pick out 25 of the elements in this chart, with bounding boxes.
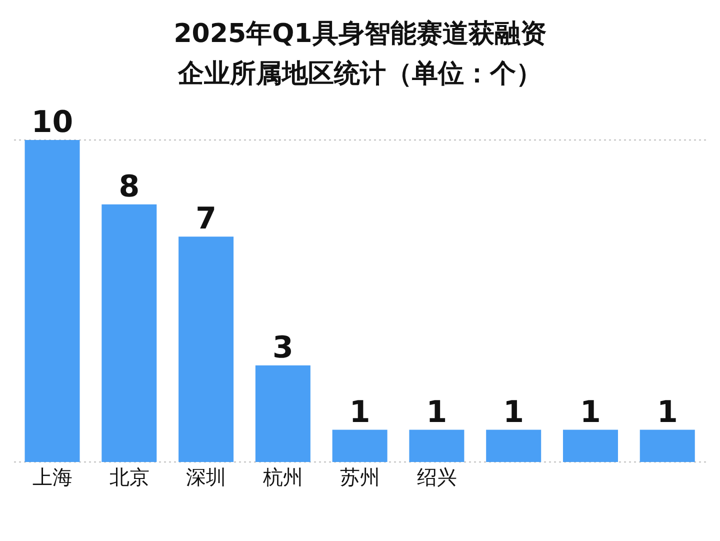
data-label: 1 (656, 394, 678, 430)
bar (640, 430, 695, 462)
data-label: 8 (118, 169, 140, 204)
bar (332, 430, 388, 462)
data-label: 3 (272, 330, 294, 366)
data-label: 10 (31, 105, 74, 140)
data-label: 1 (580, 394, 601, 430)
bar (178, 236, 234, 462)
x-tick-label: 杭州 (262, 465, 304, 490)
x-tick-label: 苏州 (340, 465, 380, 490)
data-label: 7 (196, 202, 216, 237)
chart-title: 2025年Q1具身智能赛道获融资企业所属地区统计（单位：个） (172, 18, 548, 91)
bar (255, 365, 310, 462)
bar (409, 430, 464, 462)
bar (102, 204, 157, 462)
bar (562, 430, 618, 462)
x-tick-label: 深圳 (186, 465, 226, 490)
x-tick-label: 北京 (109, 465, 150, 490)
bar (486, 430, 542, 462)
data-label: 1 (503, 394, 524, 430)
x-tick-label: 绍兴 (416, 465, 457, 490)
x-tick-label: 上海 (32, 465, 72, 490)
bar (24, 140, 80, 462)
data-label: 1 (349, 394, 370, 430)
data-label: 1 (426, 394, 448, 430)
